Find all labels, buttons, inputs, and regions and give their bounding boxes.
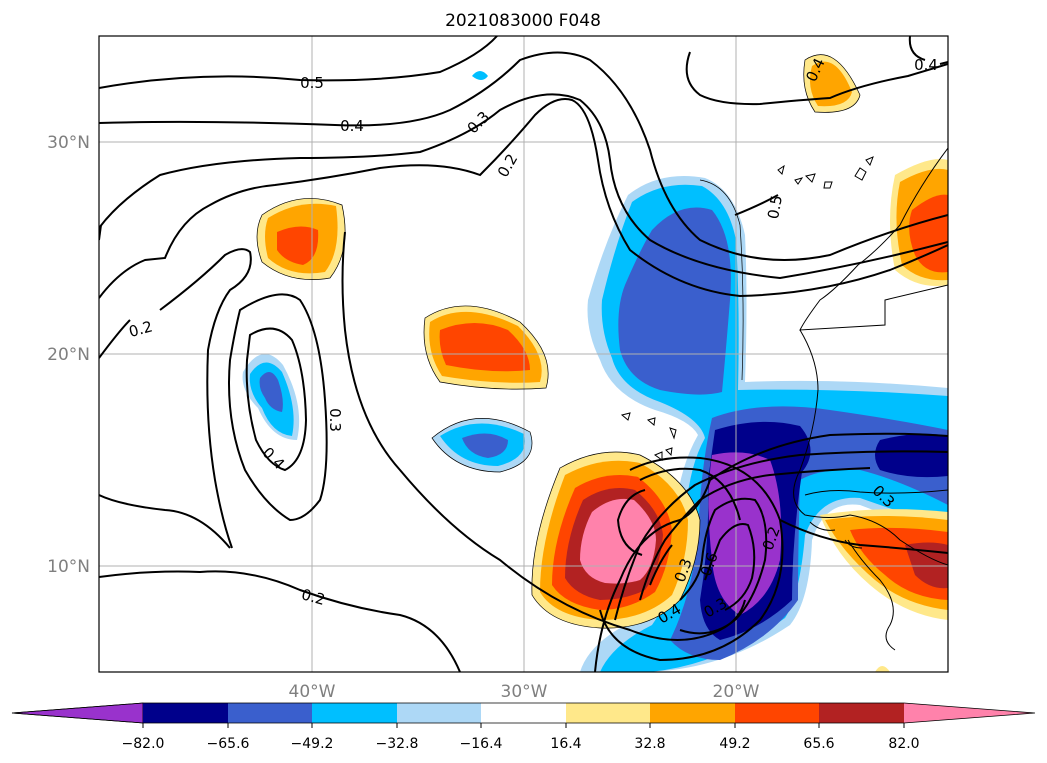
colorbar-segment bbox=[566, 703, 650, 723]
colorbar-segment bbox=[819, 703, 904, 723]
colorbar-segment bbox=[397, 703, 481, 723]
colorbar-tick-label: 49.2 bbox=[719, 736, 750, 752]
fill-outlines bbox=[256, 54, 861, 629]
colorbar-tick-label: 82.0 bbox=[888, 736, 919, 752]
lon-label-40w: 40°W bbox=[289, 682, 336, 702]
colorbar-segment bbox=[143, 703, 228, 723]
colorbar-tick-label: −82.0 bbox=[122, 736, 165, 752]
filled-contours bbox=[242, 54, 948, 672]
colorbar-tick-label: 32.8 bbox=[634, 736, 665, 752]
longitude-labels: 40°W 30°W 20°W bbox=[289, 682, 760, 702]
colorbar: −82.0 −65.6 −49.2 −32.8 −16.4 16.4 32.8 … bbox=[11, 702, 1036, 752]
colorbar-tick-label: 65.6 bbox=[803, 736, 834, 752]
contour-label: 0.2 bbox=[127, 317, 155, 341]
colorbar-segment bbox=[481, 703, 566, 723]
coastlines bbox=[620, 147, 948, 651]
lat-label-20n: 20°N bbox=[47, 345, 90, 365]
colorbar-extend-high bbox=[904, 703, 1035, 723]
lat-label-30n: 30°N bbox=[47, 133, 90, 153]
map-area: 0.5 0.4 0.3 0.2 0.2 0.3 0.4 0.2 0.5 0.4 … bbox=[99, 36, 948, 672]
contour-label: 0.4 bbox=[914, 56, 938, 74]
colorbar-tick-label: 16.4 bbox=[550, 736, 581, 752]
map-frame bbox=[98, 35, 949, 673]
colorbar-tick-label: −65.6 bbox=[207, 736, 250, 752]
gridlines bbox=[99, 36, 948, 672]
latitude-labels: 30°N 20°N 10°N bbox=[47, 133, 90, 577]
figure-title: 2021083000 F048 bbox=[445, 11, 601, 31]
contour-label: 0.5 bbox=[300, 74, 324, 92]
contour-label: 0.2 bbox=[299, 585, 327, 609]
colorbar-tick-label: −32.8 bbox=[376, 736, 419, 752]
isolines bbox=[99, 36, 948, 672]
colorbar-segment bbox=[650, 703, 735, 723]
colorbar-segment bbox=[228, 703, 312, 723]
colorbar-tick-label: −49.2 bbox=[291, 736, 334, 752]
contour-label: 0.4 bbox=[340, 117, 364, 135]
contour-label: 0.5 bbox=[764, 194, 786, 221]
colorbar-tick-label: −16.4 bbox=[460, 736, 503, 752]
lon-label-30w: 30°W bbox=[501, 682, 548, 702]
colorbar-extend-low bbox=[11, 702, 144, 724]
lat-label-10n: 10°N bbox=[47, 557, 90, 577]
lon-label-20w: 20°W bbox=[713, 682, 760, 702]
colorbar-segment bbox=[735, 703, 819, 723]
colorbar-segment bbox=[312, 703, 397, 723]
contour-label: 0.3 bbox=[326, 408, 344, 432]
